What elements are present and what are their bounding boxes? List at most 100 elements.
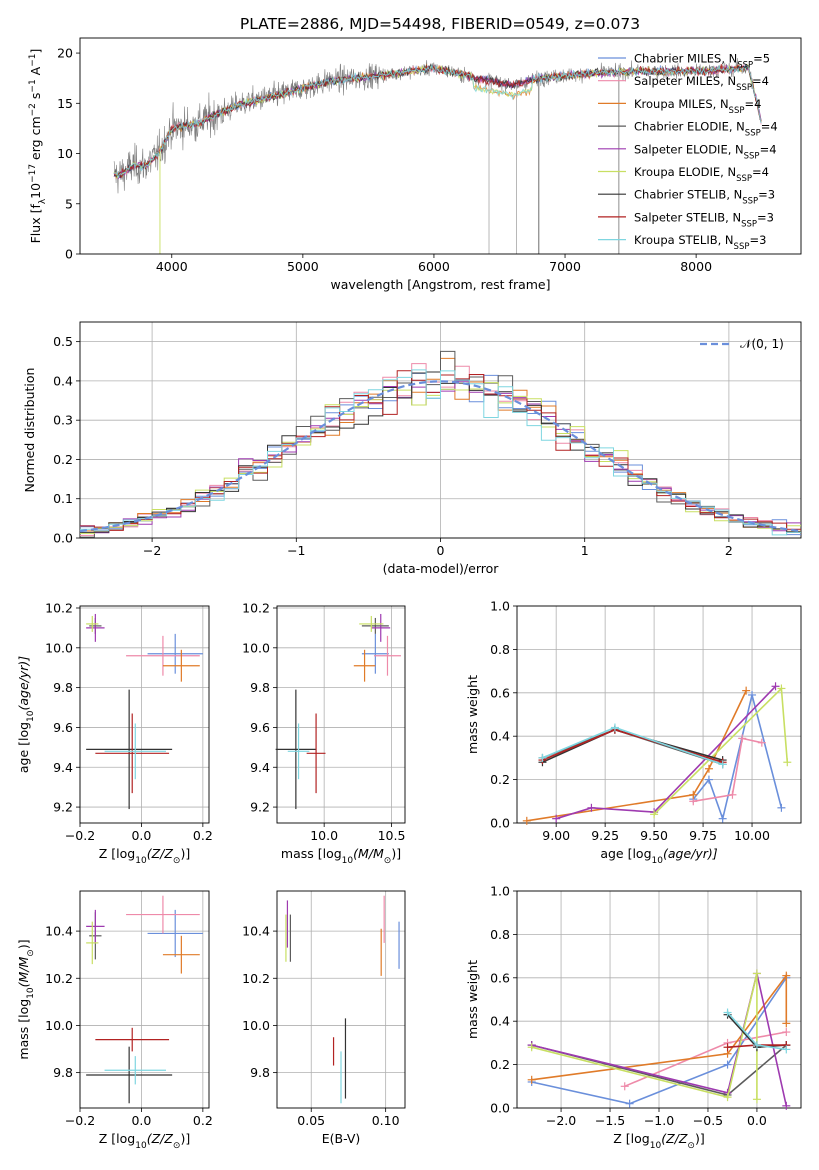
x-axis-label-part: ⊙ [687,1141,695,1151]
y-axis-label: mass weight [465,960,480,1039]
y-tick-label: 0.4 [490,729,510,744]
mass_weight_vs_Z-panel: −2.0 −1.5 −1.0 −0.5 0.0 0.0 0.2 0.4 0.6 0.8 1.0 Z [… [465,884,802,1151]
x-tick-label: −1.5 [595,1113,625,1128]
x-axis-label-part: )] [180,846,190,861]
y-tick-label: 10.2 [45,600,73,615]
y-tick-label: 10.4 [45,924,73,939]
y-tick-label: 15 [57,96,73,111]
y-tick-label: 9.2 [53,800,73,815]
y-tick-label: 0.5 [53,334,73,349]
figure-title: PLATE=2886, MJD=54498, FIBERID=0549, z=0… [240,15,640,33]
y-axis-label-part: −1 [28,79,38,92]
x-tick-label: 2 [725,543,733,558]
legend-label-name: Chabrier ELODIE, N [634,120,745,134]
y-tick-label: 0.1 [53,491,73,506]
legend-label: Salpeter ELODIE, NSSP=4 [634,142,777,161]
y-tick-label: 10.0 [45,1018,73,1033]
legend-label-sub: SSP [736,174,752,184]
y-tick-label: 0.4 [490,1014,510,1029]
x-axis-label: Z [log10(Z/Z⊙)] [99,1131,190,1151]
legend-label-sub: SSP [736,83,752,93]
age_vs_mass-panel: 10.0 10.5 9.2 9.4 9.6 9.8 10.0 10.2 mass [log10(… [242,600,406,866]
y-tick-label: 0.0 [490,1101,510,1116]
y-tick-label: 0.6 [490,685,510,700]
legend-label-name: Chabrier MILES, N [634,52,737,66]
spectrum-panel: 4000 5000 6000 7000 8000 0 5 10 15 20 wavelength [… [28,37,802,292]
x-tick-label: 9.00 [542,828,570,843]
weight-line-salpeter_elodie [555,685,777,820]
legend-label-name: Kroupa MILES, N [634,97,729,111]
y-tick-label: 0.4 [53,373,73,388]
x-tick-label: −0.5 [693,1113,723,1128]
legend-label-name: Kroupa ELODIE, N [634,165,736,179]
legend-label-sub: SSP [734,242,750,252]
x-axis-label: mass [log10(M/M⊙)] [281,846,401,866]
y-axis-label-part: λ [38,198,48,204]
x-axis-label-part: (age/yr)] [663,846,718,861]
legend-label-sub: SSP [745,129,761,139]
x-axis-label-part: )] [180,1131,190,1146]
y-tick-label: 9.6 [250,720,270,735]
y-tick-label: 10.2 [242,600,270,615]
legend-label-suffix: =5 [753,52,770,66]
legend-label: Kroupa STELIB, NSSP=3 [634,233,766,252]
legend-label: Chabrier MILES, NSSP=5 [634,52,770,71]
y-tick-label: 9.2 [250,800,270,815]
y-tick-label: 0.8 [490,642,510,657]
y-tick-label: 20 [57,46,73,61]
y-axis-label: Normed distribution [22,368,37,493]
x-tick-label: 4000 [156,259,188,274]
legend-label: Kroupa MILES, NSSP=4 [634,97,761,116]
x-tick-label: 0.0 [747,1113,767,1128]
y-tick-label: 9.8 [53,1065,73,1080]
x-tick-label: −1 [287,543,305,558]
y-tick-label: 0 [65,247,73,262]
x-tick-label: 8000 [680,259,712,274]
x-axis-label-part: (Z/Z [661,1131,688,1146]
x-axis-label-part: 10 [652,856,664,866]
y-tick-label: 10.2 [45,971,73,986]
legend-label-suffix: =3 [757,210,774,224]
age_vs_Z-panel: −0.2 0.0 0.29.29.49.69.810.010.2Z [log10(Z… [16,600,213,866]
x-axis-label-part: 10 [135,856,147,866]
x-tick-label: 0.0 [131,1113,151,1128]
axes-frame [79,37,802,255]
x-axis-label: E(B-V) [322,1131,361,1146]
x-axis-label-part: (Z/Z [147,1131,174,1146]
x-axis-label-part: Z [log [613,1131,649,1146]
y-tick-label: 9.8 [53,680,73,695]
x-axis-label-part: (M/M [353,846,384,861]
y-axis-label-part: age [log [16,722,31,773]
y-tick-label: 10 [57,146,73,161]
y-axis-label-part: 10 [28,183,43,199]
x-tick-label: 10.5 [378,828,406,843]
legend-label-name: Salpeter ELODIE, N [634,142,744,156]
y-axis-label-part: 10 [26,987,36,999]
mass_vs_ebv-panel: 0.05 0.10 9.8 10.0 10.2 10.4 E(B-V) [242,890,406,1146]
y-axis-label-part: erg cm [28,116,43,164]
x-tick-label: 0.05 [297,1113,325,1128]
weight-line-salpeter_miles [693,737,762,803]
x-axis-label-part: age [log [600,846,651,861]
y-tick-label: 1.0 [490,884,510,899]
x-axis-label-part: 10 [650,1141,662,1151]
x-tick-label: −2 [143,543,161,558]
x-axis-label-part: ⊙ [173,856,181,866]
axes-frame [79,605,210,824]
legend-label: Salpeter STELIB, NSSP=3 [634,210,774,229]
y-axis-label-part: 10 [26,710,36,722]
y-tick-label: 0.3 [53,413,73,428]
y-axis-label-part: )] [16,939,31,949]
y-axis-label-part: ] [28,49,43,54]
legend-label: Salpeter MILES, NSSP=4 [634,74,769,93]
x-axis-label: wavelength [Angstrom, rest frame] [330,277,550,292]
x-axis-label-part: )] [391,846,401,861]
y-tick-label: 0.8 [490,927,510,942]
x-tick-label: 0.10 [372,1113,400,1128]
y-axis-label-part: −2 [28,103,38,116]
y-axis-label: mass weight [465,675,480,754]
x-tick-label: −0.2 [65,1113,95,1128]
